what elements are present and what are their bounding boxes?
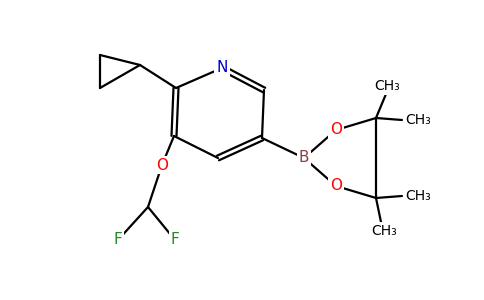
Text: N: N — [216, 61, 227, 76]
Text: CH₃: CH₃ — [374, 79, 400, 93]
Text: O: O — [330, 178, 342, 194]
Text: O: O — [156, 158, 168, 172]
Text: F: F — [114, 232, 122, 247]
Text: F: F — [171, 232, 180, 247]
Text: CH₃: CH₃ — [371, 224, 397, 238]
Text: O: O — [330, 122, 342, 137]
Text: B: B — [299, 151, 309, 166]
Text: CH₃: CH₃ — [405, 189, 431, 203]
Text: CH₃: CH₃ — [405, 113, 431, 127]
